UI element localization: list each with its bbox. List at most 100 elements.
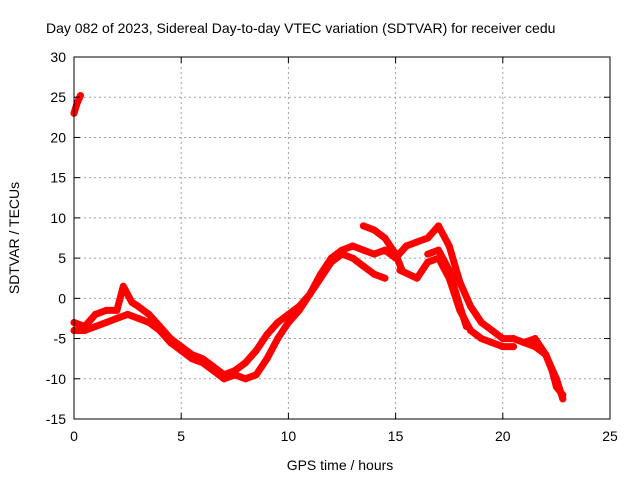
y-tick-label: 0 [58, 290, 66, 306]
x-tick-label: 15 [388, 428, 404, 444]
data-point [402, 242, 410, 250]
data-point [113, 306, 121, 314]
data-point [102, 319, 110, 326]
data-point [359, 262, 367, 270]
series-segment-b [70, 250, 389, 383]
data-point [520, 339, 528, 347]
data-point [263, 355, 271, 363]
data-point [188, 355, 196, 363]
data-point [359, 222, 367, 230]
data-point [424, 234, 432, 242]
data-point [317, 274, 325, 282]
data-point [424, 258, 432, 266]
data-point [435, 246, 442, 254]
data-point [405, 270, 412, 278]
y-tick-label: -10 [46, 371, 66, 387]
y-tick-label: 5 [58, 250, 66, 266]
x-axis-label: GPS time / hours [287, 457, 394, 473]
data-point [145, 319, 153, 326]
data-point [231, 371, 239, 379]
y-tick-label: 10 [50, 210, 66, 226]
data-point [242, 359, 249, 367]
data-point [381, 274, 389, 282]
data-point [242, 375, 249, 383]
data-point [370, 250, 378, 258]
data-point [445, 266, 453, 274]
axis-ticks: 0 5 10 15 20 25 -15 -10 -5 0 5 10 15 20 25 30 [46, 49, 618, 444]
data-point [510, 335, 517, 343]
data-point [177, 347, 185, 355]
grid-lines [74, 57, 610, 419]
data-point [81, 327, 89, 334]
data-point [370, 270, 378, 278]
data-point [467, 302, 475, 310]
data-point [370, 226, 378, 234]
data-point [113, 314, 121, 322]
data-point [510, 343, 517, 351]
data-point [462, 323, 470, 330]
data-point [456, 302, 464, 310]
data-point [424, 250, 432, 258]
data-point [559, 395, 567, 403]
data-point [396, 266, 404, 274]
data-point [295, 306, 303, 314]
y-tick-label: 15 [50, 170, 66, 186]
data-point [381, 246, 389, 254]
y-tick-label: 30 [50, 49, 66, 65]
data-point [134, 302, 142, 310]
plot-frame [73, 56, 611, 420]
data-point [167, 339, 174, 347]
data-point [124, 310, 132, 318]
data-point [392, 250, 400, 258]
x-tick-label: 5 [177, 428, 185, 444]
data-point [542, 351, 550, 359]
y-tick-label: -15 [46, 411, 66, 427]
data-point [199, 359, 207, 367]
x-tick-label: 10 [281, 428, 297, 444]
data-point [306, 290, 314, 298]
data-point [456, 278, 464, 286]
data-point [284, 319, 292, 326]
data-point [413, 238, 421, 246]
y-axis-label: SDTVAR / TECUs [6, 182, 22, 294]
data-point [477, 335, 485, 343]
data-point [413, 274, 421, 282]
data-point [349, 242, 357, 250]
data-point [445, 242, 453, 250]
y-tick-label: -5 [54, 331, 67, 347]
data-series [70, 92, 567, 403]
data-point [73, 99, 81, 107]
data-point [359, 246, 367, 254]
data-point [488, 339, 496, 347]
data-point [91, 310, 99, 318]
data-point [252, 347, 260, 355]
x-tick-label: 25 [602, 428, 618, 444]
data-point [252, 371, 260, 379]
data-point [76, 92, 84, 100]
data-point [220, 375, 228, 383]
data-point [91, 323, 99, 330]
data-point [338, 250, 346, 258]
data-point [435, 222, 442, 230]
data-point [552, 375, 560, 383]
y-tick-label: 25 [50, 89, 66, 105]
data-point [119, 282, 127, 290]
data-point [488, 327, 496, 334]
data-point [499, 335, 507, 343]
data-point [134, 314, 142, 322]
data-point [381, 234, 389, 242]
y-tick-label: 20 [50, 129, 66, 145]
data-point [209, 367, 217, 375]
data-point [274, 319, 282, 326]
data-point [274, 335, 282, 343]
data-point [531, 335, 539, 343]
data-point [263, 331, 271, 338]
chart-title: Day 082 of 2023, Sidereal Day-to-day VTE… [46, 20, 555, 36]
data-point [349, 254, 357, 262]
data-point [327, 258, 335, 266]
x-tick-label: 20 [495, 428, 511, 444]
data-point [156, 327, 164, 334]
data-point [499, 343, 507, 351]
data-point [102, 306, 110, 314]
